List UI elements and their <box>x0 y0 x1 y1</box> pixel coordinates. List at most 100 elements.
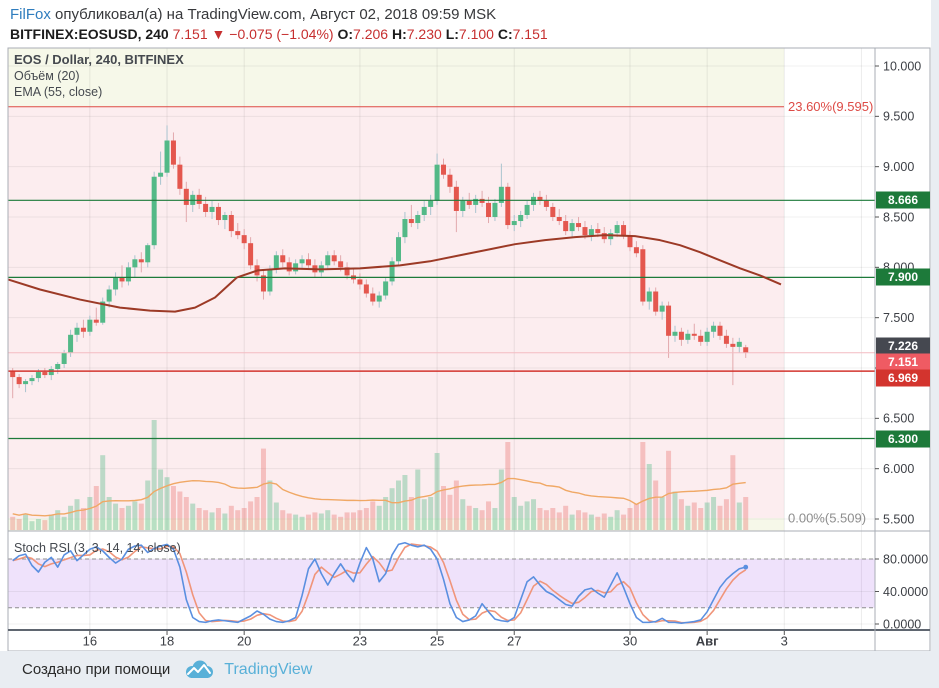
candle-body <box>627 235 633 248</box>
candle-body <box>119 277 125 282</box>
candle-body <box>383 281 389 296</box>
candle-body <box>685 333 691 340</box>
page-right-strip <box>931 0 939 651</box>
fib-zone-retracement <box>8 106 784 519</box>
volume-bar <box>569 514 575 530</box>
gridlines <box>8 48 875 630</box>
close-value: 7.151 <box>512 26 548 42</box>
volume-bar <box>453 480 459 530</box>
volume-bar <box>582 512 588 530</box>
time-tick-label: 16 <box>83 633 97 648</box>
candle-body <box>441 164 447 175</box>
volume-bar <box>531 499 537 530</box>
candle-body <box>370 293 376 302</box>
chart-card: FilFox опубликовал(а) на TradingView.com… <box>0 0 931 651</box>
volume-bar <box>608 516 614 530</box>
symbol-name: BITFINEX:EOSUSD, 240 <box>10 26 169 42</box>
fib-level-label: 0.00%(5.509) <box>788 511 866 526</box>
candle-body <box>106 289 112 302</box>
high-label: H: <box>391 26 407 42</box>
volume-bar <box>601 513 607 530</box>
candle-body <box>48 369 54 376</box>
volume-bar <box>35 519 41 530</box>
candle-body <box>100 301 106 323</box>
volume-bar <box>68 505 74 530</box>
volume-bar <box>447 494 453 530</box>
volume-bar <box>363 508 369 530</box>
candle-body <box>518 214 524 222</box>
time-axis[interactable]: 16 18 20 23 25 27 30 Авг 3 <box>83 631 788 648</box>
candle-body <box>113 277 119 290</box>
candle-body <box>132 259 138 268</box>
volume-bar <box>711 497 717 530</box>
tradingview-brand-link[interactable]: TradingView <box>224 660 313 678</box>
candle-body <box>743 347 749 353</box>
volume-bar <box>100 455 106 530</box>
volume-bar <box>511 497 517 530</box>
price-axis[interactable]: 10.0009.5009.0008.5008.0007.5007.0006.50… <box>875 59 930 631</box>
author-link[interactable]: FilFox <box>10 6 51 23</box>
candle-body <box>389 261 395 282</box>
stoch-d-line <box>12 543 747 624</box>
candle-body <box>537 196 543 201</box>
volume-bar <box>383 497 389 530</box>
stoch-tick-label: 80.0000 <box>883 552 928 566</box>
volume-bar <box>704 502 710 530</box>
volume-bar <box>672 491 678 530</box>
candle-body <box>633 247 639 254</box>
volume-bar <box>203 510 209 530</box>
volume-bar <box>260 448 266 530</box>
price-badge <box>876 353 930 371</box>
down-arrow-icon: ▼ <box>211 26 226 42</box>
volume-bar <box>698 508 704 530</box>
candle-body <box>209 206 215 212</box>
legend-stoch-rsi: Stoch RSI (3, 3, 14, 14, close) <box>14 541 181 555</box>
volume-bar <box>228 505 234 530</box>
volume-bar <box>338 516 344 530</box>
low-label: L: <box>445 26 459 42</box>
candle-body <box>248 243 254 266</box>
volume-bar <box>23 514 29 530</box>
candle-body <box>582 227 588 236</box>
volume-bar <box>595 516 601 530</box>
main-chart-area[interactable] <box>8 48 875 531</box>
volume-bar <box>305 514 311 530</box>
candle-body <box>357 279 363 285</box>
candle-body <box>23 381 29 385</box>
volume-bar <box>93 486 99 530</box>
volume-bar <box>331 514 337 530</box>
legend-ema: EMA (55, close) <box>14 85 103 99</box>
time-tick-label: 18 <box>160 633 174 648</box>
publish-line: FilFox опубликовал(а) на TradingView.com… <box>10 6 496 23</box>
volume-bar <box>621 514 627 530</box>
fib-level-label: 23.60%(9.595) <box>788 99 873 114</box>
volume-bar <box>61 516 67 530</box>
low-value: 7.100 <box>458 26 494 42</box>
volume-bar <box>498 469 504 530</box>
volume-bar <box>16 519 22 530</box>
volume-bar <box>132 501 138 530</box>
candle-body <box>338 261 344 268</box>
volume-bar <box>460 499 466 530</box>
candle-body <box>556 217 562 222</box>
volume-bar <box>408 497 414 530</box>
price-badge-label: 6.300 <box>888 432 918 446</box>
candle-body <box>691 333 697 336</box>
close-label: C: <box>497 26 513 42</box>
time-tick-label: 30 <box>623 633 637 648</box>
price-badge <box>876 268 930 286</box>
created-with-text: Создано при помощи <box>22 661 171 678</box>
volume-bar <box>685 505 691 530</box>
volume-bar <box>293 514 299 530</box>
candle-body <box>460 200 466 211</box>
volume-bar <box>357 510 363 530</box>
volume-bar <box>646 464 652 530</box>
candle-body <box>640 249 646 302</box>
candle-body <box>215 206 221 221</box>
price-badge-label: 7.151 <box>888 355 918 369</box>
price-badge-label: 7.900 <box>888 270 918 284</box>
time-tick-label: 25 <box>430 633 444 648</box>
legend-volume: Объём (20) <box>14 69 80 83</box>
candle-body <box>183 188 189 205</box>
price-badge-label: 6.969 <box>888 371 918 385</box>
